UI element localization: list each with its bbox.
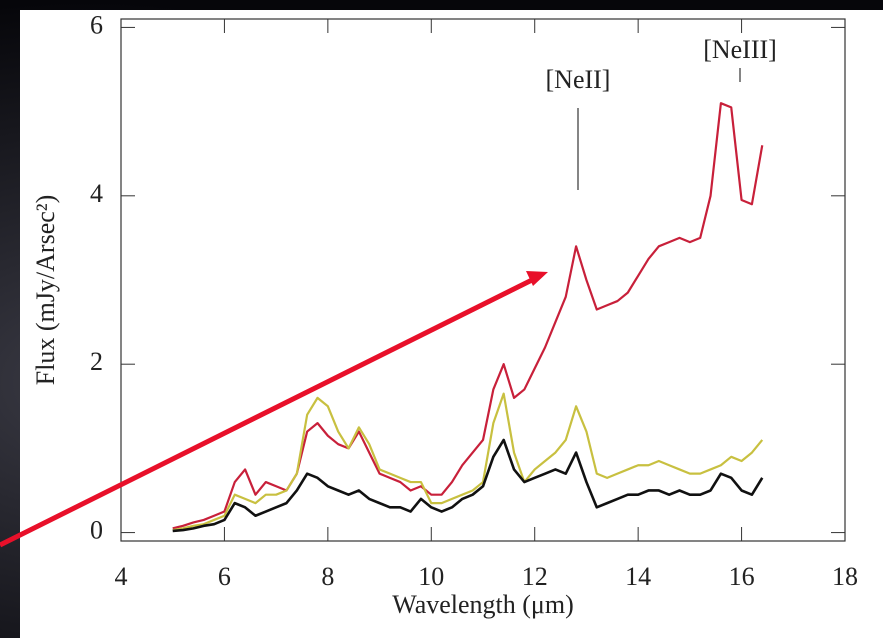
x-tick-label: 6 bbox=[218, 562, 231, 591]
plot-panel bbox=[20, 10, 883, 638]
x-tick-label: 16 bbox=[729, 562, 755, 591]
x-tick-label: 14 bbox=[625, 562, 651, 591]
series-line bbox=[172, 392, 764, 532]
arrow bbox=[0, 274, 540, 548]
series-line bbox=[172, 102, 764, 530]
y-tick-label: 0 bbox=[90, 516, 103, 545]
x-tick-label: 10 bbox=[418, 562, 444, 591]
y-tick-label: 2 bbox=[90, 347, 103, 376]
y-axis-label: Flux (mJy/Arsec²) bbox=[31, 195, 60, 386]
x-axis-label: Wavelength (μm) bbox=[392, 590, 574, 619]
y-tick-label: 6 bbox=[90, 10, 103, 39]
y-tick-label: 4 bbox=[90, 179, 103, 208]
annotation: [NeII] bbox=[546, 65, 611, 94]
plot-frame bbox=[120, 18, 846, 542]
plot: 4 6 8 10 12 14 16 18 0 2 4 6 bbox=[90, 10, 858, 591]
annotation: [NeIII] bbox=[703, 35, 777, 64]
x-tick-label: 12 bbox=[522, 562, 548, 591]
arrow-head bbox=[526, 271, 548, 286]
series-line bbox=[172, 438, 764, 533]
x-tick-label: 4 bbox=[115, 562, 128, 591]
x-tick-label: 18 bbox=[832, 562, 858, 591]
x-tick-label: 8 bbox=[321, 562, 334, 591]
